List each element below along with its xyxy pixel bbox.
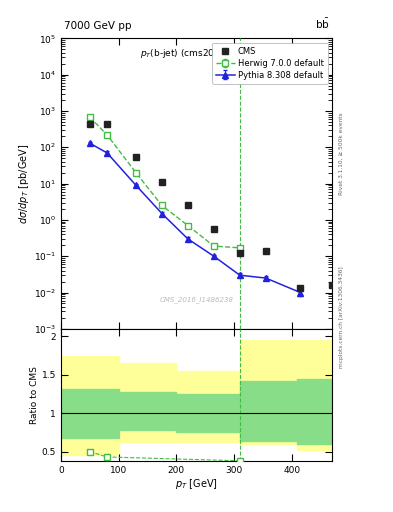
CMS — [160, 179, 164, 185]
Y-axis label: Ratio to CMS: Ratio to CMS — [30, 366, 39, 424]
CMS — [330, 282, 334, 288]
CMS — [263, 248, 268, 254]
CMS — [185, 202, 190, 208]
Text: $p_T$(b-jet) (cms2016-2b2j): $p_T$(b-jet) (cms2016-2b2j) — [140, 47, 253, 60]
Text: b$\bar{\mathrm{b}}$: b$\bar{\mathrm{b}}$ — [315, 17, 329, 31]
CMS — [87, 121, 92, 127]
Y-axis label: $d\sigma/dp_T$ [pb/GeV]: $d\sigma/dp_T$ [pb/GeV] — [17, 143, 31, 224]
CMS — [237, 250, 242, 257]
Text: 7000 GeV pp: 7000 GeV pp — [64, 21, 131, 31]
Legend: CMS, Herwig 7.0.0 default, Pythia 8.308 default: CMS, Herwig 7.0.0 default, Pythia 8.308 … — [212, 42, 328, 84]
CMS — [211, 226, 216, 232]
Text: Rivet 3.1.10, ≥ 500k events: Rivet 3.1.10, ≥ 500k events — [339, 112, 344, 195]
Line: CMS: CMS — [86, 120, 335, 291]
CMS — [105, 120, 109, 126]
CMS — [298, 285, 303, 291]
Text: mcplots.cern.ch [arXiv:1306.3436]: mcplots.cern.ch [arXiv:1306.3436] — [339, 267, 344, 368]
Text: CMS_2016_I1486238: CMS_2016_I1486238 — [160, 296, 233, 303]
X-axis label: $p_T$ [GeV]: $p_T$ [GeV] — [175, 477, 218, 492]
CMS — [134, 154, 138, 160]
